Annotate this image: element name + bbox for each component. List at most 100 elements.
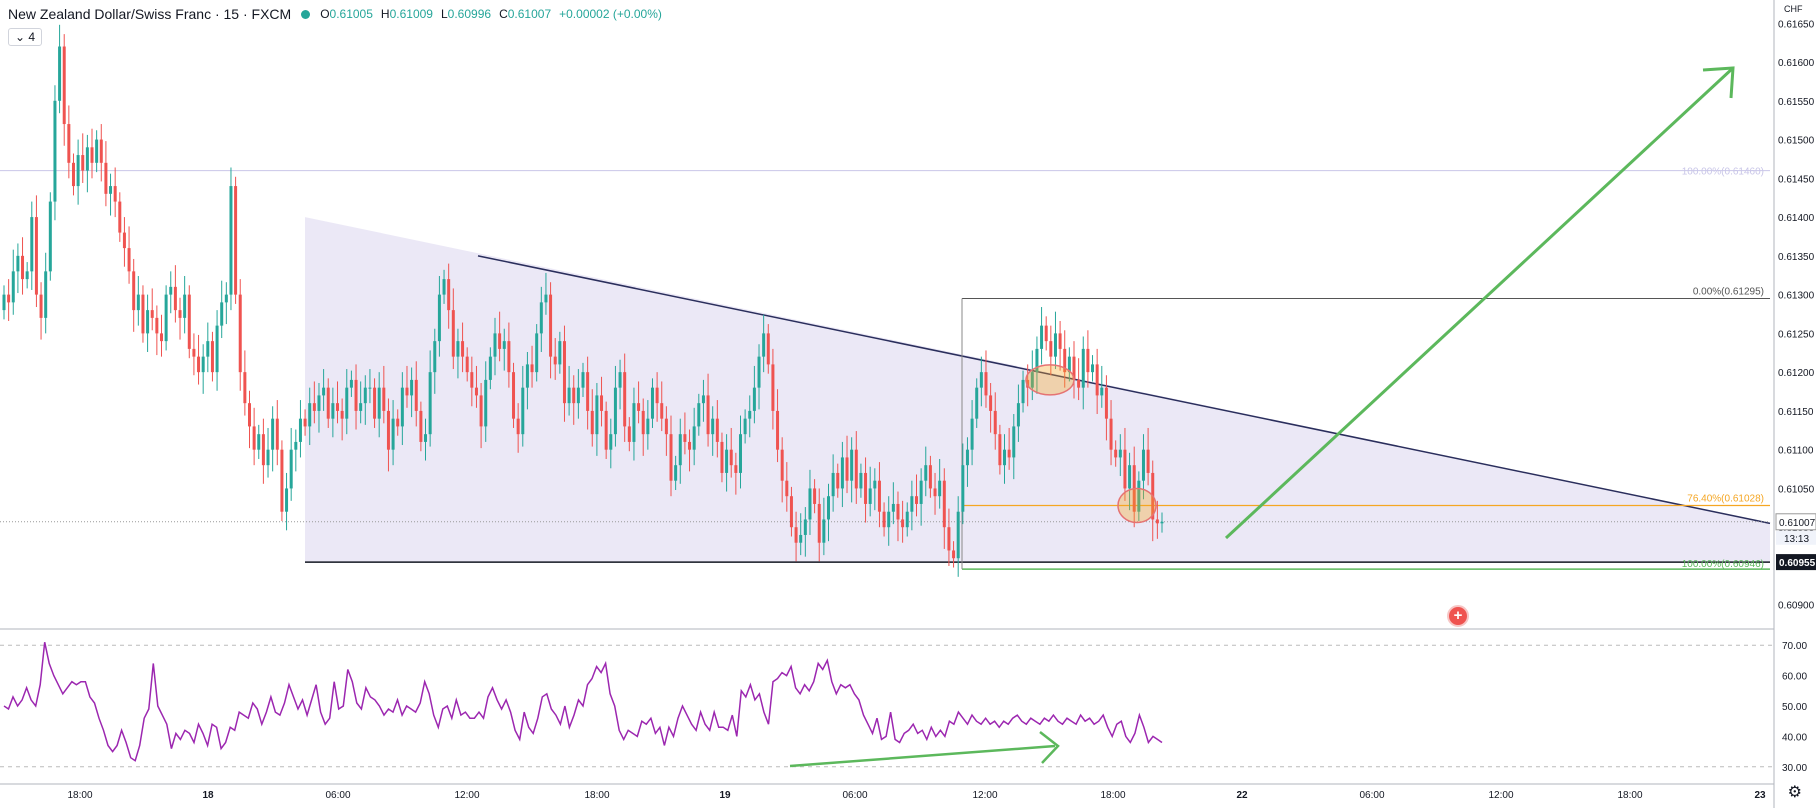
candle-body — [738, 434, 742, 473]
candle-body — [428, 372, 432, 435]
time-tick-label: 12:00 — [1488, 790, 1513, 801]
candle-body — [58, 46, 62, 101]
candle-body — [933, 488, 937, 497]
price-tick-label: 0.61500 — [1778, 136, 1815, 147]
candle-body — [979, 372, 983, 388]
candle-body — [549, 294, 553, 357]
candle-body — [692, 426, 696, 450]
candle-body — [456, 341, 460, 357]
price-tick-label: 0.61350 — [1778, 252, 1815, 263]
candle-body — [502, 341, 506, 349]
time-tick-label: 12:00 — [454, 790, 479, 801]
candle-body — [1146, 449, 1150, 473]
candle-body — [136, 294, 140, 311]
candle-body — [808, 488, 812, 520]
candle-body — [794, 527, 798, 543]
candle-body — [729, 449, 733, 466]
open-value: 0.61005 — [329, 7, 373, 21]
candle-body — [396, 418, 400, 427]
candle-body — [618, 372, 622, 388]
candle-body — [146, 310, 150, 334]
candle-body — [377, 387, 381, 419]
candle-body — [289, 449, 293, 489]
candle-body — [1137, 480, 1141, 512]
candle-body — [336, 403, 340, 411]
candle-body — [507, 341, 511, 373]
add-alert-icon[interactable]: + — [1447, 605, 1469, 627]
candle-body — [1044, 325, 1048, 342]
candle-body — [928, 465, 932, 489]
candle-body — [127, 248, 131, 272]
rsi-line — [3, 642, 1163, 762]
candle-body — [271, 418, 275, 450]
symbol-title[interactable]: New Zealand Dollar/Swiss Franc · 15 · FX… — [8, 6, 292, 22]
indicators-toggle[interactable]: ⌄ 4 — [8, 28, 43, 46]
divergence-arrow — [789, 744, 1056, 768]
candle-body — [544, 294, 548, 303]
candle-body — [882, 511, 886, 528]
candle-body — [382, 387, 386, 411]
candle-body — [16, 255, 20, 272]
candle-body — [905, 511, 909, 528]
candle-body — [646, 418, 650, 435]
time-tick-label: 18:00 — [1617, 790, 1642, 801]
candle-body — [132, 271, 136, 311]
candle-body — [386, 410, 390, 450]
gear-icon[interactable]: ⚙ — [1787, 784, 1802, 801]
current-price-label: 0.61007 — [1779, 518, 1816, 529]
time-tick-label: 12:00 — [972, 790, 997, 801]
candle-body — [359, 403, 363, 411]
candle-body — [859, 472, 863, 489]
candle-body — [771, 364, 775, 411]
divergence-arrow-head — [1039, 731, 1060, 764]
candle-body — [887, 511, 891, 528]
candle-body — [715, 418, 719, 442]
candle-body — [896, 503, 900, 520]
low-marker-label: 0.60955 — [1779, 558, 1816, 569]
ohlc-values: O0.61005 H0.61009 L0.60996 C0.61007 +0.0… — [320, 7, 662, 21]
chart-legend: New Zealand Dollar/Swiss Franc · 15 · FX… — [8, 6, 662, 22]
candle-body — [433, 341, 437, 373]
candle-body — [424, 434, 428, 442]
candle-body — [470, 372, 474, 388]
candle-body — [789, 496, 793, 528]
candle-body — [67, 124, 71, 163]
candle-body — [53, 100, 57, 202]
candle-body — [553, 356, 557, 365]
candle-body — [322, 387, 326, 396]
candle-body — [238, 294, 242, 373]
candle-body — [512, 372, 516, 419]
candle-body — [813, 488, 817, 504]
low-value: 0.60996 — [447, 7, 492, 21]
candle-body — [970, 418, 974, 450]
candle-body — [1007, 449, 1011, 458]
candle-body — [243, 372, 247, 404]
candle-body — [1072, 356, 1076, 380]
rsi-tick-label: 30.00 — [1782, 763, 1807, 774]
candle-body — [1095, 364, 1099, 396]
candle-body — [641, 410, 645, 435]
candle-body — [956, 511, 960, 559]
candle-body — [419, 410, 423, 442]
candle-body — [664, 418, 668, 435]
candle-body — [910, 496, 914, 512]
candle-body — [48, 201, 52, 272]
candle-body — [118, 201, 122, 233]
candle-body — [155, 317, 159, 334]
indicator-count: 4 — [28, 30, 36, 44]
candle-body — [595, 395, 599, 435]
candle-body — [590, 410, 594, 435]
candle-body — [817, 503, 821, 543]
price-tick-label: 0.60900 — [1778, 601, 1815, 612]
candle-body — [525, 364, 529, 388]
fib-label-top: 100.00%(0.61460) — [1682, 167, 1764, 178]
price-tick-label: 0.61050 — [1778, 484, 1815, 495]
candle-body — [354, 379, 358, 411]
candle-body — [604, 410, 608, 450]
candle-body — [308, 403, 312, 427]
candle-body — [845, 457, 849, 481]
candle-body — [1003, 449, 1007, 466]
triangle-resistance-line — [477, 255, 1771, 525]
candle-body — [312, 403, 316, 411]
